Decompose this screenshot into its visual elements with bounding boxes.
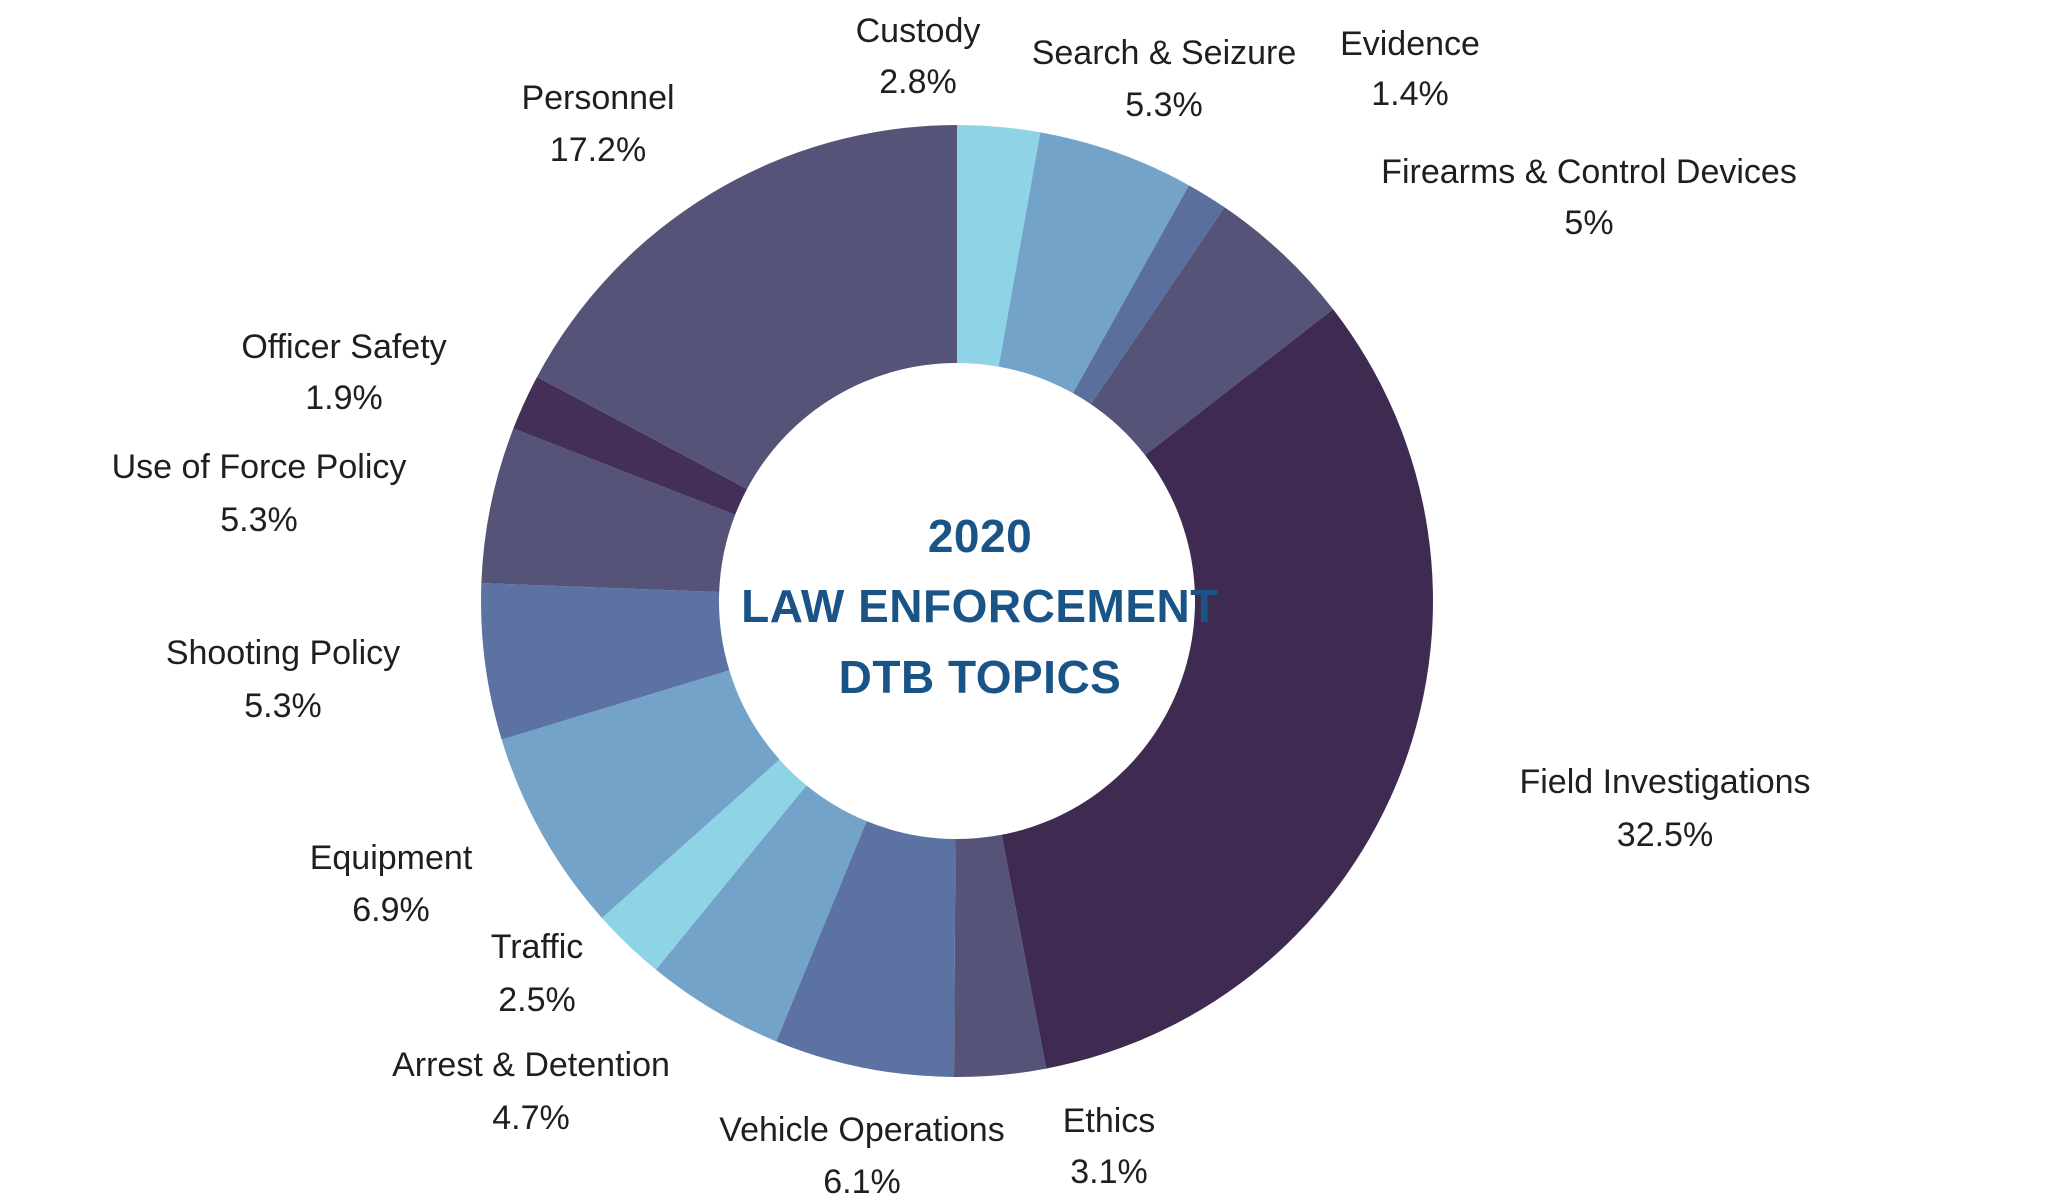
slice-labels-group: Custody 2.8% Search & Seizure 5.3% Evidence 1… <box>112 12 1811 1200</box>
center-title-line-1: 2020 <box>928 510 1032 562</box>
slice-search-seizure <box>998 132 1189 394</box>
slice-value-personnel: 17.2% <box>550 131 646 169</box>
slice-value-ethics: 3.1% <box>1070 1153 1148 1191</box>
slice-value-vehicle-operations: 6.1% <box>823 1163 901 1200</box>
slice-traffic <box>601 759 807 970</box>
slice-label-equipment: Equipment <box>310 839 473 877</box>
slice-label-traffic: Traffic <box>491 928 584 966</box>
slice-label-shooting-policy: Shooting Policy <box>166 634 400 672</box>
slice-value-officer-safety: 1.9% <box>305 379 383 417</box>
slice-value-equipment: 6.9% <box>352 891 430 929</box>
slice-value-firearms-control-devices: 5% <box>1564 204 1613 242</box>
slice-vehicle-operations <box>776 821 956 1077</box>
slice-arrest-detention <box>655 785 867 1042</box>
slice-label-search-seizure: Search & Seizure <box>1032 34 1297 72</box>
slice-value-traffic: 2.5% <box>498 981 576 1019</box>
slice-label-firearms-control-devices: Firearms & Control Devices <box>1381 153 1797 191</box>
slice-value-shooting-policy: 5.3% <box>244 687 322 725</box>
center-title-line-2: LAW ENFORCEMENT <box>741 580 1219 632</box>
slice-label-custody: Custody <box>856 12 981 50</box>
slice-use-of-force-policy <box>481 428 736 593</box>
slice-value-evidence: 1.4% <box>1371 75 1449 113</box>
slice-field-investigations <box>1001 309 1433 1069</box>
slice-value-custody: 2.8% <box>879 63 957 101</box>
center-title: 2020 LAW ENFORCEMENT DTB TOPICS <box>741 510 1219 703</box>
slice-firearms-control-devices <box>1090 207 1334 456</box>
slice-custody <box>957 125 1041 367</box>
slice-value-search-seizure: 5.3% <box>1125 86 1203 124</box>
slice-value-use-of-force-policy: 5.3% <box>220 501 298 539</box>
slice-ethics <box>954 834 1047 1077</box>
slice-label-ethics: Ethics <box>1063 1102 1156 1140</box>
slice-label-evidence: Evidence <box>1340 25 1480 63</box>
donut-slices-group <box>481 125 1433 1077</box>
slice-label-vehicle-operations: Vehicle Operations <box>719 1111 1004 1149</box>
slice-label-use-of-force-policy: Use of Force Policy <box>112 448 407 486</box>
slice-label-officer-safety: Officer Safety <box>241 328 446 366</box>
center-title-line-3: DTB TOPICS <box>839 651 1122 703</box>
slice-label-arrest-detention: Arrest & Detention <box>392 1046 670 1084</box>
slice-shooting-policy <box>481 583 730 740</box>
slice-value-field-investigations: 32.5% <box>1617 816 1713 854</box>
slice-value-arrest-detention: 4.7% <box>492 1099 570 1137</box>
slice-officer-safety <box>513 376 748 515</box>
slice-personnel <box>537 125 957 489</box>
slice-label-field-investigations: Field Investigations <box>1519 763 1810 801</box>
slice-label-personnel: Personnel <box>521 79 674 117</box>
slice-evidence <box>1072 185 1225 405</box>
slice-equipment <box>501 670 780 919</box>
